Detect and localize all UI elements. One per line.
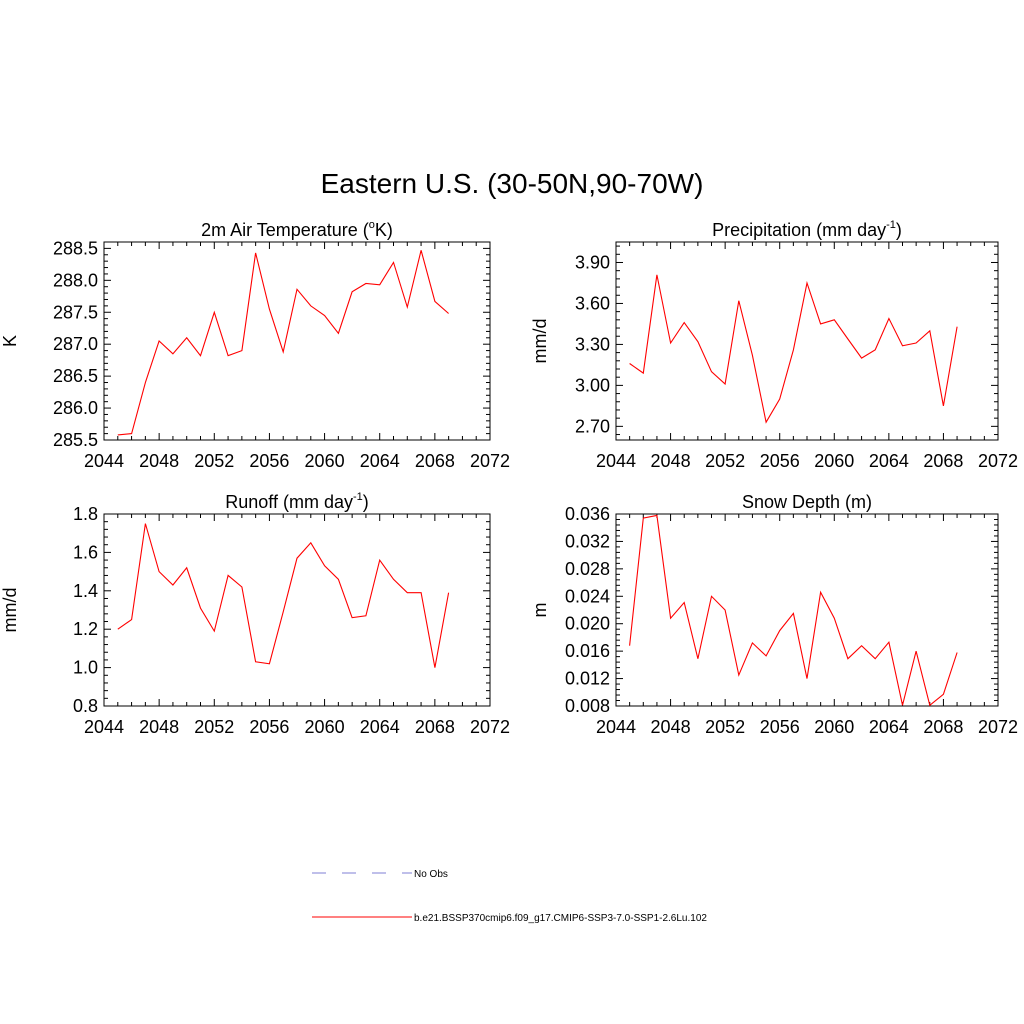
x-tick-label: 2068 [923, 451, 963, 471]
y-tick-label: 3.30 [575, 334, 610, 354]
y-tick-label: 0.032 [565, 531, 610, 551]
x-tick-label: 2056 [760, 717, 800, 737]
x-tick-label: 2072 [470, 717, 510, 737]
x-tick-label: 2044 [596, 451, 636, 471]
plot-frame [103, 241, 491, 441]
y-tick-label: 286.5 [53, 366, 98, 386]
x-tick-label: 2060 [814, 717, 854, 737]
x-tick-label: 2060 [305, 717, 345, 737]
y-tick-label: 0.028 [565, 559, 610, 579]
y-tick-label: 288.0 [53, 270, 98, 290]
y-tick-label: 288.5 [53, 238, 98, 258]
y-tick-label: 3.00 [575, 375, 610, 395]
y-tick-label: 0.008 [565, 696, 610, 716]
legend-model-label: b.e21.BSSP370cmip6.f09_g17.CMIP6-SSP3-7.… [414, 913, 707, 924]
y-axis-label: K [0, 335, 20, 347]
y-tick-label: 287.0 [53, 334, 98, 354]
chart-title: Snow Depth (m) [742, 492, 872, 512]
y-tick-label: 3.90 [575, 252, 610, 272]
x-tick-label: 2052 [194, 451, 234, 471]
x-tick-label: 2064 [869, 451, 909, 471]
y-tick-label: 0.016 [565, 641, 610, 661]
y-tick-label: 286.0 [53, 398, 98, 418]
y-axis-label: mm/d [0, 588, 20, 633]
x-tick-label: 2052 [194, 717, 234, 737]
x-tick-label: 2064 [869, 717, 909, 737]
x-tick-label: 2056 [760, 451, 800, 471]
series-line-model [629, 514, 958, 707]
x-tick-label: 2052 [705, 717, 745, 737]
chart-panel-4: 2044 2048 2052 2056 2060 2064 2068 2072 0.008 0.0… [530, 492, 1018, 737]
x-tick-label: 2068 [415, 451, 455, 471]
series-line-model [117, 250, 449, 436]
x-tick-label: 2048 [139, 717, 179, 737]
legend-obs-label: No Obs [414, 869, 448, 880]
y-tick-label: 0.020 [565, 614, 610, 634]
x-tick-label: 2048 [651, 451, 691, 471]
x-tick-label: 2048 [139, 451, 179, 471]
chart-title: Runoff (mm day-1) [225, 491, 369, 512]
chart-panel-2: 2044 2048 2052 2056 2060 2064 2068 2072 2.70 3.00… [530, 219, 1018, 471]
y-tick-label: 285.5 [53, 430, 98, 450]
chart-panel-3: 2044 2048 2052 2056 2060 2064 2068 2072 0.8 1.0 1.… [0, 491, 510, 737]
y-axis-label: mm/d [530, 319, 550, 364]
x-tick-label: 2068 [415, 717, 455, 737]
plot-frame [103, 513, 491, 707]
chart-title: 2m Air Temperature (oK) [201, 219, 393, 240]
plot-frame [615, 241, 999, 441]
y-tick-label: 1.8 [73, 504, 98, 524]
x-tick-label: 2060 [305, 451, 345, 471]
series-line-model [117, 523, 450, 668]
x-tick-label: 2064 [360, 451, 400, 471]
chart-panel-1: 2044 2048 2052 2056 2060 2064 2068 2072 285.5 286… [0, 219, 510, 471]
y-tick-label: 1.4 [73, 581, 98, 601]
x-tick-label: 2072 [470, 451, 510, 471]
series-line-model [629, 274, 958, 424]
page-title: Eastern U.S. (30-50N,90-70W) [320, 168, 704, 199]
y-tick-label: 2.70 [575, 416, 610, 436]
legend: No Obs b.e21.BSSP370cmip6.f09_g17.CMIP6-… [312, 869, 707, 924]
y-tick-label: 287.5 [53, 302, 98, 322]
x-tick-label: 2048 [651, 717, 691, 737]
x-tick-label: 2068 [923, 717, 963, 737]
y-tick-label: 1.2 [73, 619, 98, 639]
x-tick-label: 2072 [978, 717, 1018, 737]
x-tick-label: 2064 [360, 717, 400, 737]
x-tick-label: 2052 [705, 451, 745, 471]
chart-title: Precipitation (mm day-1) [712, 219, 902, 240]
x-tick-label: 2044 [84, 451, 124, 471]
y-tick-label: 1.0 [73, 658, 98, 678]
x-tick-label: 2044 [596, 717, 636, 737]
y-tick-label: 0.012 [565, 669, 610, 689]
x-tick-label: 2056 [249, 451, 289, 471]
x-tick-label: 2044 [84, 717, 124, 737]
y-tick-label: 1.6 [73, 542, 98, 562]
y-tick-label: 0.8 [73, 696, 98, 716]
x-tick-label: 2056 [249, 717, 289, 737]
y-axis-label: m [530, 603, 550, 618]
y-tick-label: 0.024 [565, 586, 610, 606]
x-tick-label: 2072 [978, 451, 1018, 471]
x-tick-label: 2060 [814, 451, 854, 471]
y-tick-label: 0.036 [565, 504, 610, 524]
y-tick-label: 3.60 [575, 293, 610, 313]
